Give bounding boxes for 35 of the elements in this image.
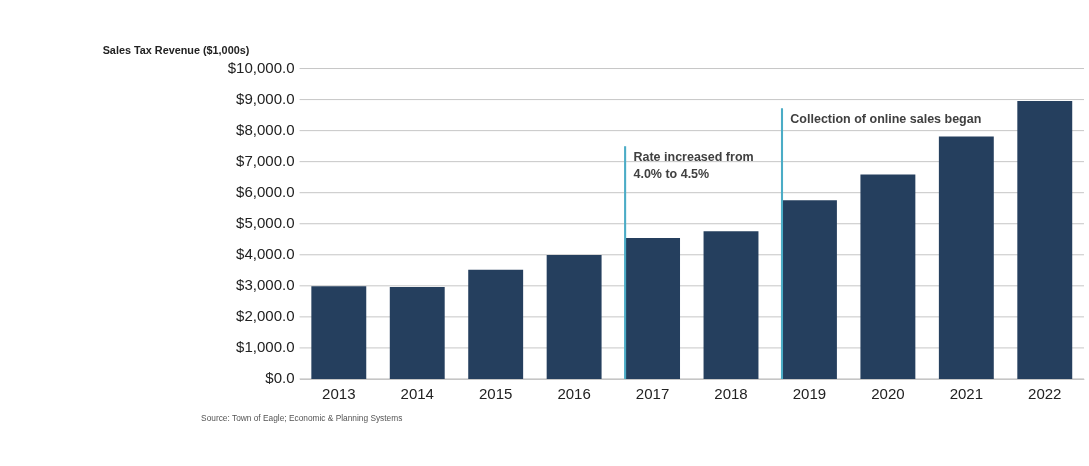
x-tick-label: 2022: [1028, 385, 1062, 403]
x-tick-label: 2019: [792, 385, 827, 403]
y-tick-label: $6,000.0: [236, 182, 295, 200]
y-tick-label: $1,000.0: [236, 338, 295, 356]
bar: [311, 286, 367, 379]
y-tick-label: $4,000.0: [236, 244, 295, 262]
bar: [389, 287, 445, 379]
y-tick-label: $0.0: [265, 369, 295, 387]
bar: [625, 238, 681, 379]
y-tick-label: $3,000.0: [236, 276, 295, 293]
x-tick-label: 2013: [322, 385, 356, 403]
x-tick-label: 2017: [635, 385, 670, 403]
x-tick-label: 2018: [714, 385, 748, 403]
x-tick-label: 2015: [478, 385, 513, 403]
y-tick-label: $9,000.0: [236, 89, 295, 107]
ref-line-label: Collection of online sales began: [790, 112, 982, 127]
x-tick-label: 2014: [400, 385, 434, 403]
ref-line-label: Rate increased from 4.0% to 4.5%: [633, 150, 754, 181]
y-tick-label: $10,000.0: [227, 58, 295, 76]
x-tick-label: 2021: [949, 385, 984, 403]
x-tick-label: 2020: [871, 385, 905, 403]
y-tick-label: $2,000.0: [236, 307, 295, 325]
text: Sales Tax Revenue ($1,000s): [102, 43, 250, 56]
y-tick-label: $8,000.0: [236, 120, 295, 138]
bar: [546, 255, 602, 379]
bar: [1017, 101, 1073, 379]
x-tick-label: 2016: [557, 385, 591, 403]
bar: [468, 269, 524, 379]
bar: [703, 231, 759, 379]
y-tick-label: $5,000.0: [236, 213, 295, 231]
bar: [781, 200, 837, 379]
source-note: Source: Town of Eagle; Economic & Planning Systems: [201, 412, 403, 423]
bar: [860, 174, 916, 379]
bar: [938, 136, 994, 379]
y-tick-label: $7,000.0: [236, 151, 295, 169]
